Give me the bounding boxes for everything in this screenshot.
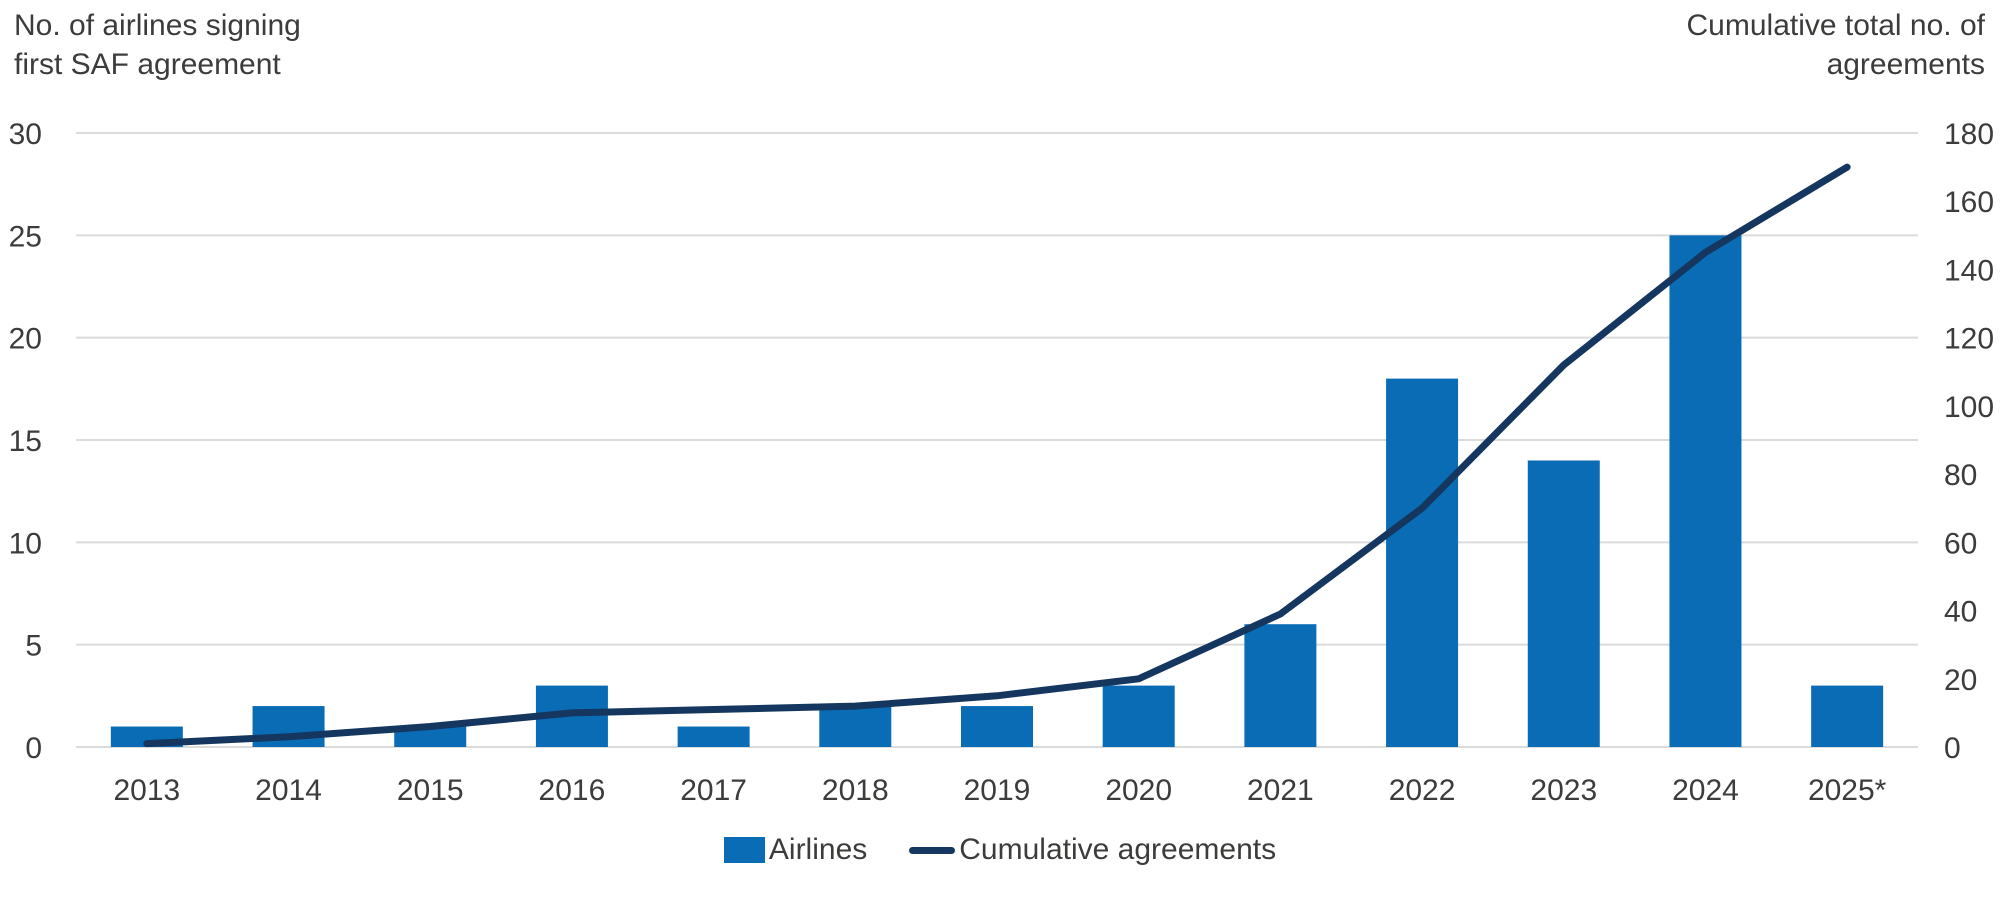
bar-2017 bbox=[677, 726, 750, 747]
right-axis-tick-label: 0 bbox=[1944, 732, 1961, 765]
legend: Airlines Cumulative agreements bbox=[0, 833, 2000, 867]
x-axis-label: 2016 bbox=[539, 774, 606, 807]
bar-2019 bbox=[961, 706, 1033, 747]
left-axis-title: No. of airlines signing first SAF agreem… bbox=[14, 6, 301, 84]
left-axis-tick-label: 10 bbox=[9, 527, 42, 560]
bar-2024 bbox=[1669, 235, 1742, 748]
left-axis-title-line1: No. of airlines signing bbox=[14, 9, 301, 42]
legend-bar-label: Airlines bbox=[768, 833, 868, 866]
right-axis-tick-label: 160 bbox=[1944, 186, 1994, 219]
right-axis-tick-label: 100 bbox=[1944, 391, 1994, 424]
right-axis-tick-label: 20 bbox=[1944, 664, 1977, 697]
left-axis-tick-label: 30 bbox=[9, 118, 42, 151]
right-axis-title-line2: agreements bbox=[1826, 48, 1985, 81]
bar-2021 bbox=[1244, 624, 1317, 747]
x-axis-label: 2014 bbox=[255, 774, 322, 807]
left-axis-tick-label: 20 bbox=[9, 323, 42, 356]
bar-2022 bbox=[1386, 378, 1459, 747]
right-axis-tick-label: 120 bbox=[1944, 323, 1994, 356]
x-axis-label: 2024 bbox=[1672, 774, 1739, 807]
bar-2020 bbox=[1102, 685, 1175, 747]
right-axis-tick-label: 80 bbox=[1944, 459, 1977, 492]
left-axis-tick-label: 0 bbox=[25, 732, 42, 765]
right-axis-title: Cumulative total no. of agreements bbox=[1687, 6, 1986, 84]
x-axis-label: 2025* bbox=[1808, 774, 1887, 807]
bar-2018 bbox=[819, 706, 892, 747]
right-axis-tick-label: 180 bbox=[1944, 118, 1994, 151]
x-axis-label: 2021 bbox=[1247, 774, 1314, 807]
x-axis-label: 2019 bbox=[964, 774, 1031, 807]
right-axis-tick-label: 40 bbox=[1944, 596, 1977, 629]
x-axis-label: 2015 bbox=[397, 774, 464, 807]
bar-2025* bbox=[1811, 685, 1884, 747]
left-axis-tick-label: 5 bbox=[25, 630, 42, 663]
bar-2023 bbox=[1527, 460, 1600, 747]
legend-line-label: Cumulative agreements bbox=[959, 833, 1277, 866]
x-axis-label: 2017 bbox=[680, 774, 747, 807]
x-axis-label: 2018 bbox=[822, 774, 889, 807]
right-axis-tick-label: 60 bbox=[1944, 527, 1977, 560]
x-axis-label: 2013 bbox=[113, 774, 180, 807]
cumulative-agreements-line bbox=[143, 163, 1851, 748]
right-axis-tick-label: 140 bbox=[1944, 254, 1994, 287]
left-axis-tick-label: 25 bbox=[9, 220, 42, 253]
x-axis-label: 2023 bbox=[1530, 774, 1597, 807]
legend-bar-swatch bbox=[723, 837, 765, 863]
left-axis-title-line2: first SAF agreement bbox=[14, 48, 281, 81]
legend-line-swatch bbox=[909, 846, 956, 854]
x-axis-label: 2022 bbox=[1389, 774, 1456, 807]
bar-2015 bbox=[394, 726, 467, 747]
left-axis-tick-label: 15 bbox=[9, 425, 42, 458]
x-axis-label: 2020 bbox=[1105, 774, 1172, 807]
right-axis-title-line1: Cumulative total no. of bbox=[1686, 9, 1986, 42]
